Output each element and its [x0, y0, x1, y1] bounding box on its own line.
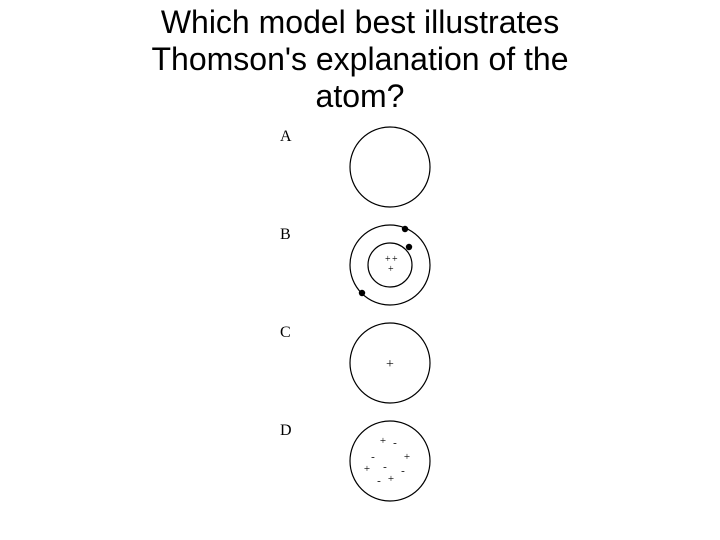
svg-text:+: + — [386, 357, 394, 372]
svg-text:+: + — [404, 451, 410, 463]
diagram-d: + - + - + - + - - — [340, 416, 440, 506]
title-line-2: Thomson's explanation of the — [151, 41, 568, 77]
svg-text:+: + — [364, 463, 370, 475]
diagram-a — [340, 122, 440, 212]
title-line-3: atom? — [316, 78, 405, 114]
svg-text:-: - — [383, 461, 387, 473]
rutherford-model-icon: + — [345, 318, 435, 408]
bohr-model-icon: + + + — [345, 220, 435, 310]
option-row-c: C + — [280, 318, 440, 408]
diagram-area: A B + + + C — [0, 122, 720, 514]
svg-text:+: + — [388, 264, 394, 275]
plum-pudding-model-icon: + - + - + - + - - — [345, 416, 435, 506]
empty-circle-icon — [345, 122, 435, 212]
option-label-d: D — [280, 416, 340, 440]
question-title: Which model best illustrates Thomson's e… — [0, 0, 720, 114]
svg-text:-: - — [377, 475, 381, 487]
svg-text:-: - — [393, 437, 397, 449]
option-row-a: A — [280, 122, 440, 212]
svg-text:+: + — [388, 473, 394, 485]
svg-text:-: - — [371, 451, 375, 463]
svg-text:+: + — [380, 435, 386, 447]
title-line-1: Which model best illustrates — [161, 4, 559, 40]
option-label-c: C — [280, 318, 340, 342]
diagram-b: + + + — [340, 220, 440, 310]
svg-text:-: - — [401, 465, 405, 477]
diagram-c: + — [340, 318, 440, 408]
option-label-b: B — [280, 220, 340, 244]
option-row-b: B + + + — [280, 220, 440, 310]
option-row-d: D + - + - + - + - - — [280, 416, 440, 506]
option-label-a: A — [280, 122, 340, 146]
